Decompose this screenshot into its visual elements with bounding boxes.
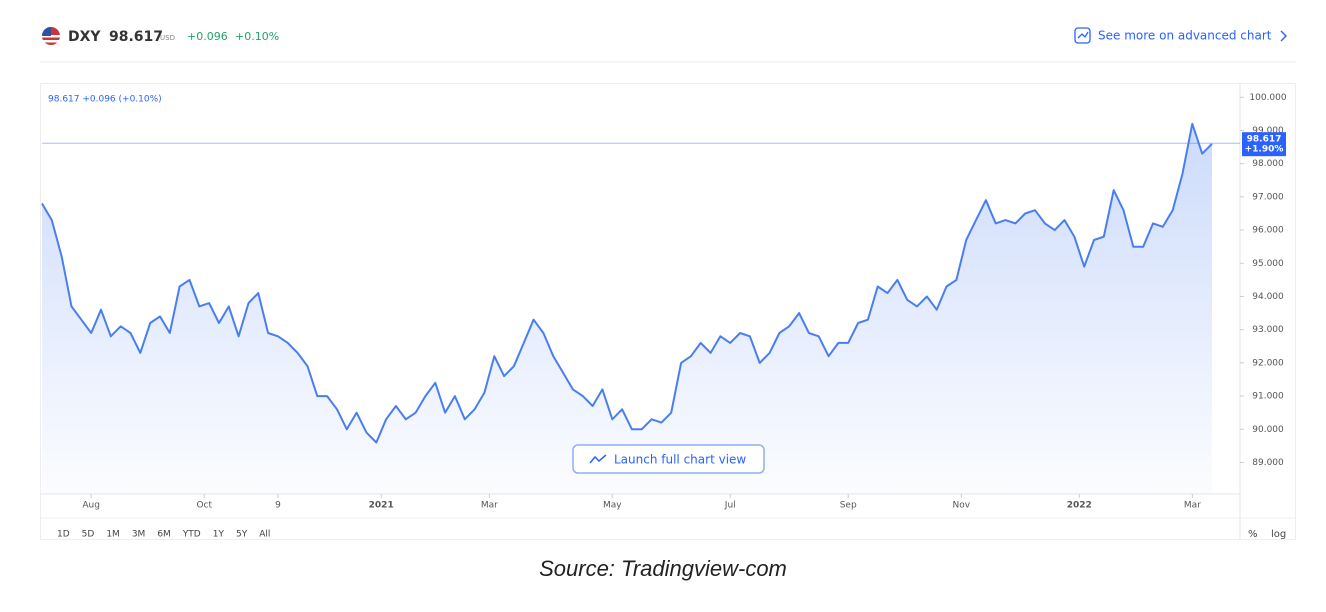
price-badge-change: +1.90% [1245,145,1284,155]
y-tick-label: 99.000 [1252,126,1284,136]
price-badge [1242,132,1286,157]
x-tick-label: 9 [275,501,281,511]
chevron [1280,30,1287,42]
area [42,123,1212,495]
x-tick-label: Jul [724,501,736,511]
y-tick-label: 97.000 [1252,192,1284,202]
change-pct: +0.10% [235,30,279,43]
range-button[interactable]: 3M [132,530,146,540]
y-tick-label: 94.000 [1252,292,1284,302]
launch-label: Launch full chart view [614,453,746,467]
range-button[interactable]: All [259,530,270,540]
range-button[interactable]: 1M [106,530,120,540]
chart-icon-line [1077,31,1089,39]
y-tick-label: 100.000 [1249,93,1286,103]
symbol: DXY [68,29,101,45]
y-tick-label: 93.000 [1252,325,1284,335]
y-tick-label: 90.000 [1252,425,1284,435]
caption: Source: Tradingview-com [539,556,787,581]
x-tick-label: Oct [196,501,212,511]
legend: 98.617 +0.096 (+0.10%) [48,95,162,105]
option-button[interactable]: log [1271,529,1286,540]
x-tick-label: Mar [481,501,498,511]
x-tick-label: Nov [952,501,970,511]
x-tick-label: Mar [1184,501,1201,511]
y-tick-label: 89.000 [1252,458,1284,468]
range-button[interactable]: 6M [157,530,171,540]
y-tick-label: 96.000 [1252,226,1284,236]
x-tick-label: Aug [82,501,100,511]
x-tick-label: Sep [840,501,857,511]
y-tick-label: 91.000 [1252,392,1284,402]
x-tick-label: 2022 [1067,501,1092,511]
y-tick-label: 95.000 [1252,259,1284,269]
y-tick-label: 98.000 [1252,159,1284,169]
range-button[interactable]: 1D [57,530,70,540]
range-button[interactable]: YTD [182,530,201,540]
range-button[interactable]: 5Y [236,530,248,540]
chart-panel [40,83,1296,540]
range-button[interactable]: 5D [82,530,95,540]
currency: USD [160,34,175,42]
chart-icon[interactable] [1074,27,1091,44]
advanced-link[interactable]: See more on advanced chart [1098,29,1272,43]
price: 98.617 [109,29,163,45]
x-tick-label: May [603,501,622,511]
launch-button[interactable] [572,444,765,474]
flag-icon [42,27,60,45]
y-tick-label: 92.000 [1252,358,1284,368]
range-button[interactable]: 1Y [213,530,225,540]
line [41,122,1213,444]
price-badge-value: 98.617 [1247,135,1282,145]
option-button[interactable]: % [1248,529,1258,540]
change: +0.096 [187,30,228,43]
x-tick-label: 2021 [369,501,394,511]
